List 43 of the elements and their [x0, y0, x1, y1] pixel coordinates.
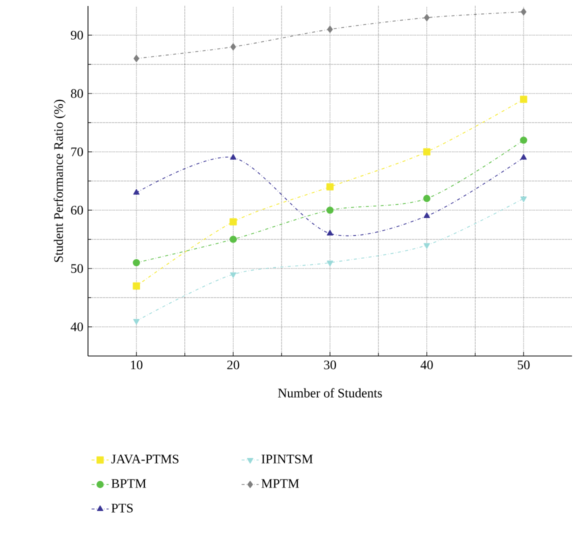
- legend-label: IPINTSM: [262, 454, 313, 464]
- point: [230, 236, 237, 243]
- point: [326, 230, 334, 236]
- point: [326, 206, 334, 214]
- y-axis-title: Student Performance Ratio (%): [54, 100, 66, 262]
- point: [134, 54, 140, 62]
- point: [424, 243, 430, 249]
- x-axis-title: Number of Students: [278, 388, 382, 398]
- point: [520, 154, 527, 160]
- point: [326, 260, 334, 266]
- legend-label: JAVA-PTMS: [111, 454, 178, 464]
- y-tick-label: 60: [71, 206, 83, 215]
- y-tick-label: 80: [70, 89, 83, 98]
- y-tick-label: 50: [71, 264, 83, 273]
- y-tick-label: 70: [71, 147, 83, 156]
- y-tick-label: 90: [70, 30, 83, 40]
- point: [230, 218, 237, 226]
- x-tick-label: 50: [518, 360, 530, 370]
- point: [133, 319, 140, 325]
- point: [423, 148, 430, 156]
- point: [133, 189, 140, 195]
- x-tick-label: 40: [420, 360, 433, 370]
- point: [520, 136, 528, 144]
- point: [132, 282, 140, 290]
- y-tick-label: 40: [70, 322, 83, 332]
- point: [326, 183, 334, 190]
- point: [327, 26, 333, 33]
- legend-label: MPTM: [261, 479, 300, 488]
- x-tick-label: 30: [324, 360, 336, 370]
- point: [424, 212, 430, 218]
- point: [424, 14, 430, 22]
- legend-label: PTS: [111, 504, 133, 512]
- point: [520, 96, 528, 103]
- point: [132, 259, 140, 266]
- point: [230, 154, 236, 160]
- x-tick-label: 10: [131, 360, 142, 370]
- x-tick-label: 20: [227, 360, 240, 370]
- point: [230, 272, 236, 278]
- point: [520, 8, 526, 16]
- point: [423, 194, 430, 202]
- point: [520, 196, 527, 202]
- point: [230, 43, 236, 50]
- legend-label: BPTM: [111, 479, 146, 488]
